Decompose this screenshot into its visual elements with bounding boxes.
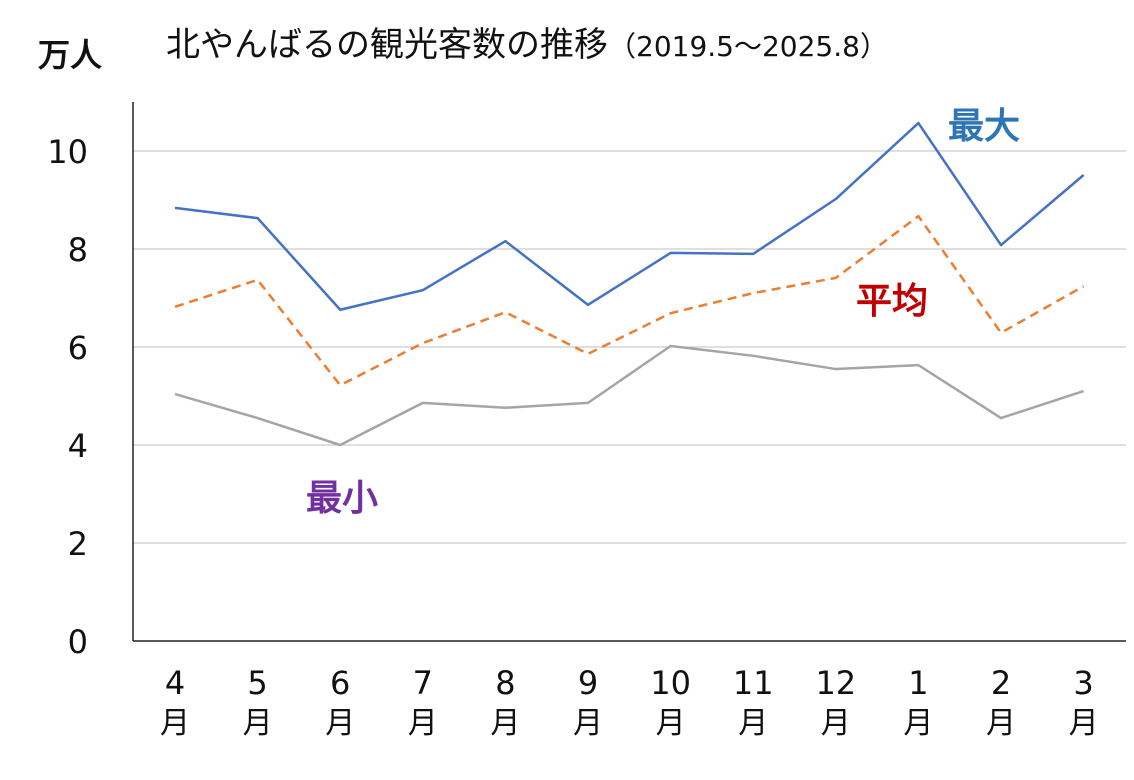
x-tick-label: 11 bbox=[733, 664, 774, 702]
x-tick-unit: 月 bbox=[573, 706, 603, 741]
x-tick-label: 10 bbox=[650, 664, 691, 702]
y-tick-label: 8 bbox=[68, 231, 88, 269]
x-tick-unit: 月 bbox=[738, 706, 768, 741]
chart-subtitle: （2019.5～2025.8） bbox=[608, 30, 888, 63]
series-label-min: 最小 bbox=[306, 478, 378, 519]
x-tick-unit: 月 bbox=[986, 706, 1016, 741]
x-tick-unit: 月 bbox=[490, 706, 520, 741]
x-tick-label: 12 bbox=[815, 664, 856, 702]
chart-title: 北やんばるの観光客数の推移（2019.5～2025.8） bbox=[166, 25, 888, 65]
x-tick-label: 3 bbox=[1073, 664, 1093, 702]
y-tick-label: 2 bbox=[68, 525, 88, 563]
x-tick-unit: 月 bbox=[160, 706, 190, 741]
series-line-2 bbox=[175, 346, 1084, 445]
chart-title-main: 北やんばるの観光客数の推移 bbox=[166, 25, 608, 65]
x-tick-unit: 月 bbox=[408, 706, 438, 741]
y-tick-label: 4 bbox=[68, 427, 88, 465]
x-tick-unit: 月 bbox=[243, 706, 273, 741]
series-label-max: 最大 bbox=[948, 106, 1020, 147]
x-tick-label: 9 bbox=[578, 664, 598, 702]
x-tick-label: 8 bbox=[495, 664, 515, 702]
x-tick-unit: 月 bbox=[656, 706, 686, 741]
series-label-avg: 平均 bbox=[856, 281, 928, 322]
y-tick-label: 6 bbox=[68, 329, 88, 367]
y-tick-label: 10 bbox=[47, 133, 88, 171]
x-tick-unit: 月 bbox=[325, 706, 355, 741]
x-tick-label: 2 bbox=[991, 664, 1011, 702]
x-tick-label: 1 bbox=[908, 664, 928, 702]
x-tick-unit: 月 bbox=[903, 706, 933, 741]
series-line-1 bbox=[175, 216, 1084, 385]
x-tick-label: 5 bbox=[247, 664, 267, 702]
x-tick-label: 6 bbox=[330, 664, 350, 702]
x-tick-label: 7 bbox=[413, 664, 433, 702]
x-tick-label: 4 bbox=[165, 664, 185, 702]
y-tick-label: 0 bbox=[68, 623, 88, 661]
y-axis-unit: 万人 bbox=[38, 36, 102, 74]
x-tick-unit: 月 bbox=[1069, 706, 1099, 741]
x-tick-unit: 月 bbox=[821, 706, 851, 741]
